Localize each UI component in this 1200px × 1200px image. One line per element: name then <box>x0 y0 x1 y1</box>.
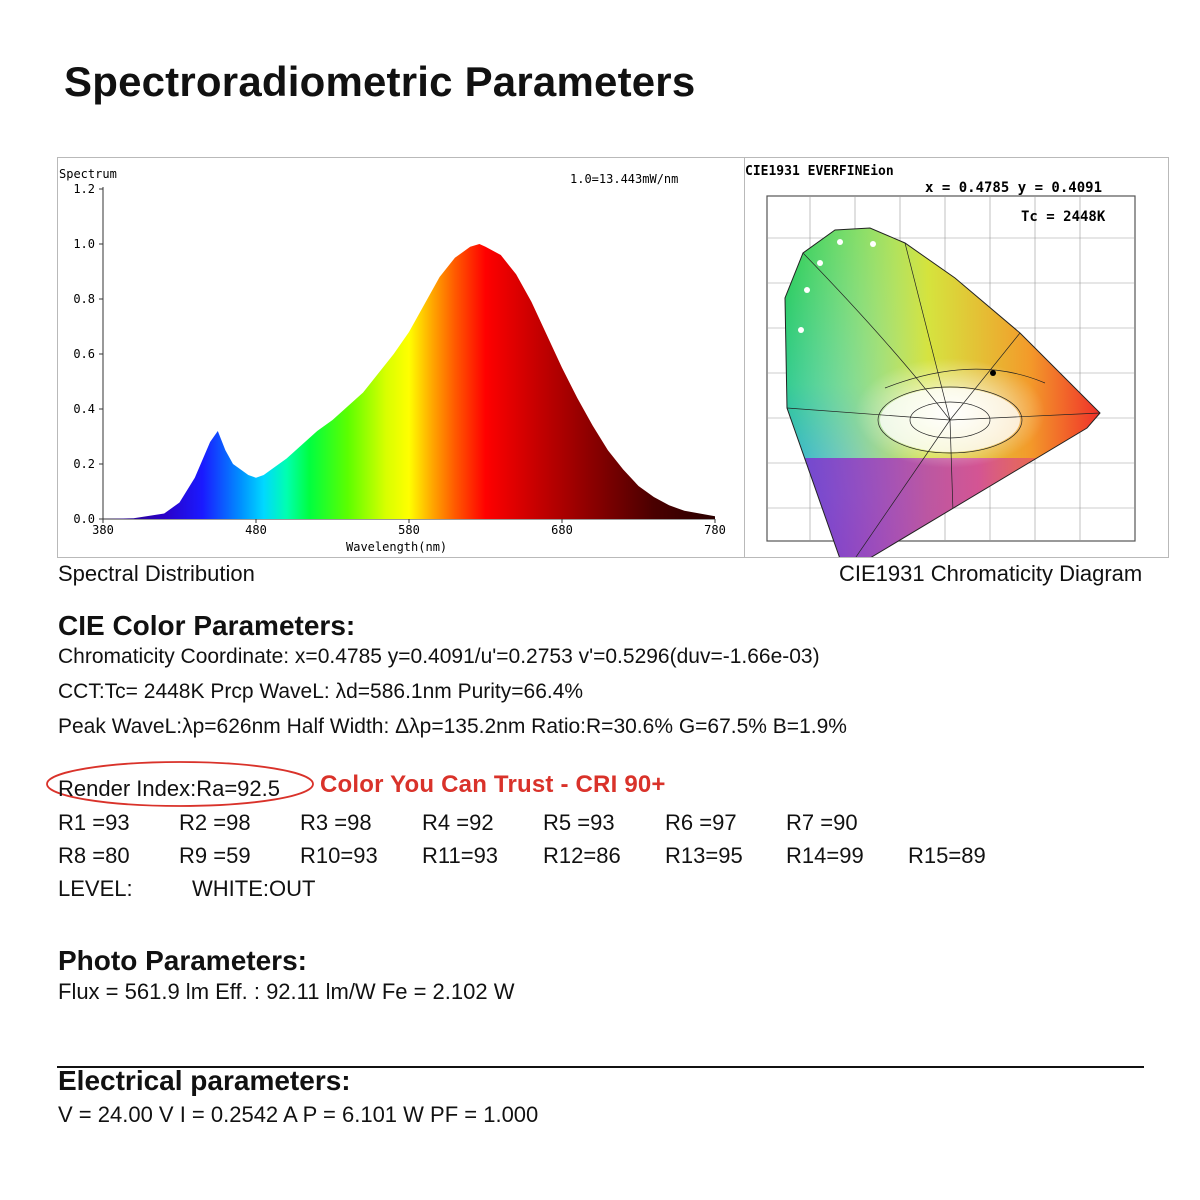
spectrum-y-tick-label: 0.8 <box>73 292 95 306</box>
spectrum-x-tick-label: 480 <box>245 523 267 537</box>
ri-value: R5 =93 <box>543 810 615 835</box>
ri-value: R8 =80 <box>58 843 130 868</box>
cct-line: CCT:Tc= 2448K Prcp WaveL: λd=586.1nm Pur… <box>58 680 584 703</box>
spectrum-x-tick-label: 780 <box>704 523 726 537</box>
spectrum-chart-panel: 0.0 0.2 0.4 0.6 0.8 1.0 1.2 380 480 580 680 780 Spe… <box>57 157 745 558</box>
render-index: Render Index:Ra=92.5 <box>58 776 280 801</box>
spectrum-scale-note: 1.0=13.443mW/nm <box>570 172 678 186</box>
cie-params-section: CIE Color Parameters: Chromaticity Coord… <box>58 610 847 739</box>
cri-tagline: Color You Can Trust - CRI 90+ <box>320 771 666 798</box>
cie-coordinates: x = 0.4785 y = 0.4091 <box>925 180 1102 196</box>
level-row: LEVEL: WHITE:OUT <box>0 876 1200 906</box>
cie-caption: CIE1931 Chromaticity Diagram <box>839 561 1143 586</box>
spectrum-y-tick-label: 1.2 <box>73 182 95 196</box>
level-value: WHITE:OUT <box>192 876 316 901</box>
spectrum-y-tick-label: 0.6 <box>73 347 95 361</box>
cie-header: CIE1931 EVERFINEion <box>745 164 894 179</box>
cie-params-heading: CIE Color Parameters: <box>58 610 356 641</box>
ri-value: R15=89 <box>908 843 986 868</box>
ri-value: R4 =92 <box>422 810 494 835</box>
cie-measured-point <box>990 370 996 376</box>
cie-diagram-panel: CIE1931 EVERFINEion x = 0.4785 y = 0.409… <box>744 157 1169 558</box>
ri-value: R2 =98 <box>179 810 251 835</box>
photo-section: Photo Parameters: Flux = 561.9 lm Eff. :… <box>58 945 515 1005</box>
ri-value: R14=99 <box>786 843 864 868</box>
spectrum-x-tick-label: 680 <box>551 523 573 537</box>
electrical-heading: Electrical parameters: <box>58 1065 351 1096</box>
peak-wavelength-line: Peak WaveL:λp=626nm Half Width: Δλp=135.… <box>58 715 847 738</box>
ri-value: R1 =93 <box>58 810 130 835</box>
ri-value: R10=93 <box>300 843 378 868</box>
spectrum-y-tick-label: 0.0 <box>73 512 95 526</box>
spectrum-y-tick-label: 0.4 <box>73 402 95 416</box>
chromaticity-line: Chromaticity Coordinate: x=0.4785 y=0.40… <box>58 645 820 668</box>
electrical-divider <box>57 1066 1144 1068</box>
page-title: Spectroradiometric Parameters <box>64 58 696 105</box>
level-label: LEVEL: <box>58 876 133 901</box>
electrical-section: Electrical parameters: V = 24.00 V I = 0… <box>58 1065 538 1128</box>
photo-heading: Photo Parameters: <box>58 945 307 976</box>
ri-row-1: R1 =93 R2 =98 R3 =98 R4 =92 R5 =93 R6 =9… <box>0 810 1200 840</box>
cie-diagram: CIE1931 EVERFINEion x = 0.4785 y = 0.409… <box>745 164 1136 557</box>
spectrum-x-tick-label: 380 <box>92 523 114 537</box>
ra-highlight-ellipse <box>46 761 314 807</box>
spectrum-area <box>103 244 715 519</box>
ri-value: R13=95 <box>665 843 743 868</box>
ri-value: R11=93 <box>422 843 499 868</box>
spectrum-x-label: Wavelength(nm) <box>346 540 447 554</box>
ri-value: R3 =98 <box>300 810 372 835</box>
ri-value: R12=86 <box>543 843 621 868</box>
spectrum-y-tick-label: 1.0 <box>73 237 95 251</box>
ri-value: R6 =97 <box>665 810 737 835</box>
spectrum-y-title: Spectrum <box>59 167 117 181</box>
photo-line: Flux = 561.9 lm Eff. : 92.11 lm/W Fe = 2… <box>58 979 515 1004</box>
ri-value: R9 =59 <box>179 843 251 868</box>
cie-spectral-locus <box>784 227 1101 557</box>
spectrum-x-tick-label: 580 <box>398 523 420 537</box>
electrical-line: V = 24.00 V I = 0.2542 A P = 6.101 W PF … <box>58 1102 539 1127</box>
spectrum-y-tick-label: 0.2 <box>73 457 95 471</box>
spectrum-chart: 0.0 0.2 0.4 0.6 0.8 1.0 1.2 380 480 580 680 780 Spe… <box>59 167 726 554</box>
cie-tc: Tc = 2448K <box>1021 209 1106 225</box>
spectrum-caption: Spectral Distribution <box>58 561 255 586</box>
ri-row-2: R8 =80 R9 =59 R10=93 R11=93 R12=86 R13=9… <box>0 843 1200 873</box>
ri-value: R7 =90 <box>786 810 858 835</box>
cie-locus-dots <box>798 239 876 333</box>
